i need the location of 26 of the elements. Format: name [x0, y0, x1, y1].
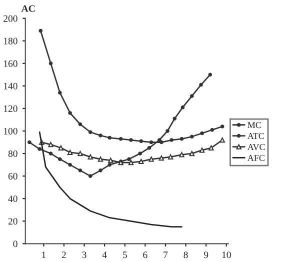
x-tick-label: 5: [123, 252, 127, 258]
x-tick-label: 3: [82, 252, 86, 258]
y-tick-label: 120: [4, 105, 18, 112]
y-tick-label: 180: [4, 38, 18, 44]
y-tick-label: 160: [4, 60, 18, 67]
x-tick-label: 4: [102, 252, 107, 258]
x-tick-label: 7: [164, 252, 168, 258]
y-tick-label: 140: [4, 82, 18, 90]
legend-label: MC: [248, 122, 261, 128]
x-tick-label: 8: [184, 252, 188, 258]
x-tick-label: 9: [204, 252, 208, 258]
y-tick-label: 20: [8, 218, 18, 225]
x-tick-label: 2: [62, 252, 66, 258]
legend-label: ATC: [247, 133, 264, 140]
y-tick-label: 200: [4, 15, 18, 22]
x-tick-label: 6: [143, 252, 148, 258]
y-tick-label: 100: [4, 128, 18, 134]
legend-label: AVC: [247, 144, 265, 150]
x-tick-label: 1: [42, 252, 46, 258]
y-tick-label: 40: [8, 196, 18, 202]
x-tick-label: 10: [222, 252, 231, 258]
legend-label: AFC: [247, 154, 264, 161]
y-axis-title: AC: [21, 5, 35, 12]
y-tick-label: 80: [8, 150, 18, 157]
y-tick-label: 0: [13, 240, 18, 248]
y-tick-label: 60: [8, 172, 18, 180]
